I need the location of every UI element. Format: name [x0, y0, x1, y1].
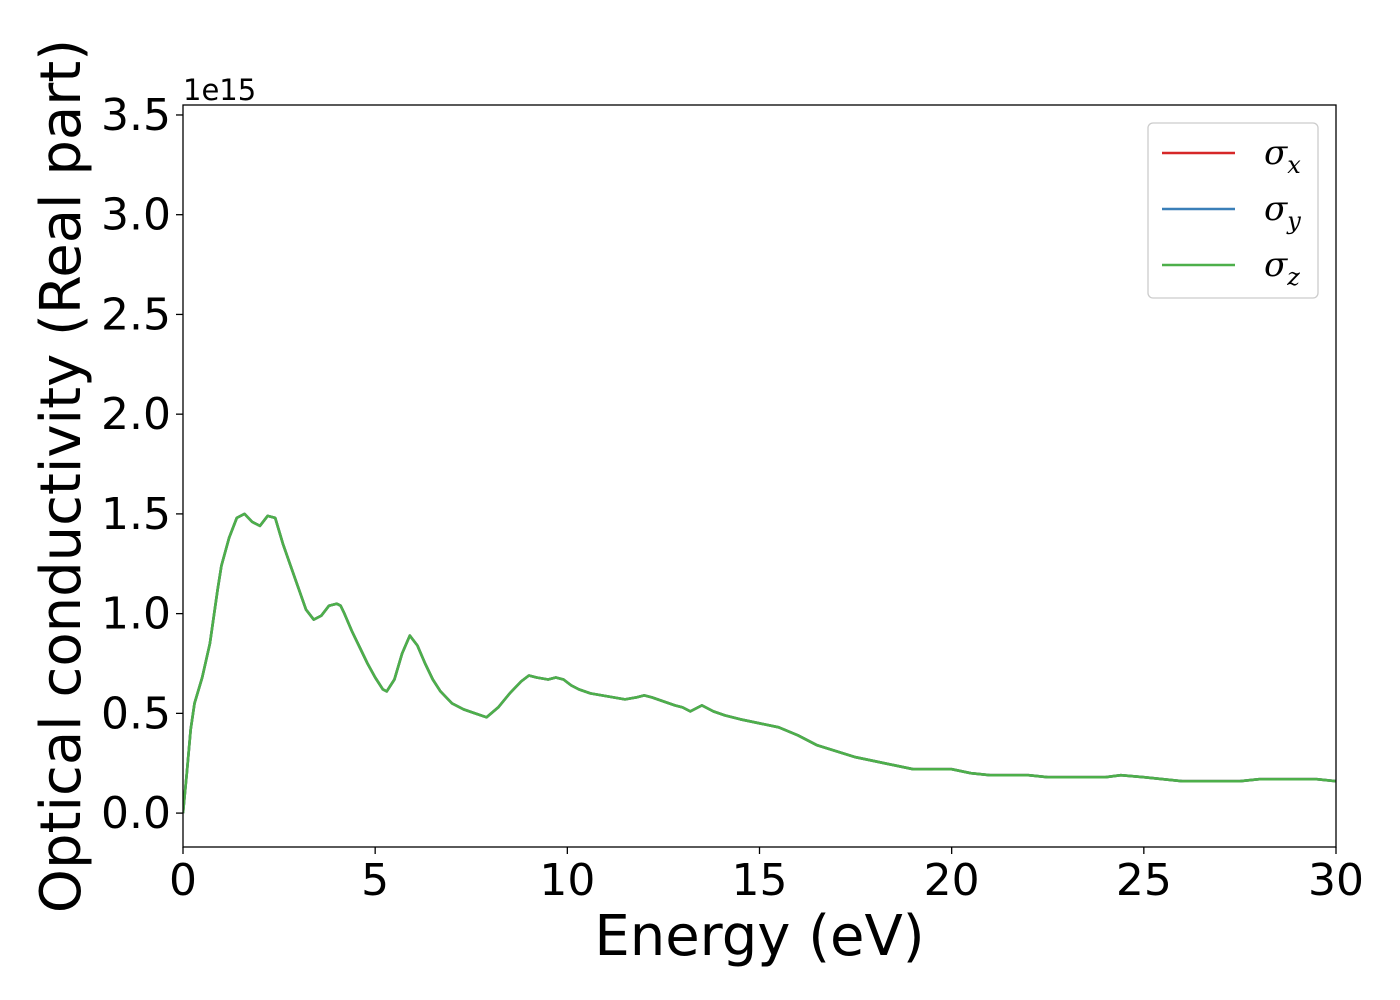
x-tick-label: 5: [361, 855, 389, 906]
y-tick-label: 0.5: [101, 688, 171, 739]
legend-box: [1147, 122, 1319, 299]
y-axis-offset-label: 1e15: [183, 73, 256, 107]
y-axis-title: Optical conductivity (Real part): [29, 39, 94, 913]
legend-label-x: σx: [1264, 133, 1301, 179]
y-tick-label: 2.0: [101, 389, 171, 440]
plot-lines: [183, 512, 1336, 814]
y-tick-label: 3.0: [101, 190, 171, 241]
x-axis-title: Energy (eV): [594, 904, 924, 969]
x-tick-label: 0: [169, 855, 197, 906]
legend-label-y: σy: [1264, 189, 1301, 235]
legend: σx σy σz: [1147, 122, 1319, 299]
y-tick-label: 0.0: [101, 788, 171, 839]
x-tick-label: 10: [539, 855, 595, 906]
y-tick-label: 3.5: [101, 90, 171, 141]
x-tick-label: 20: [924, 855, 980, 906]
y-tick-label: 2.5: [101, 289, 171, 340]
legend-label-z: σz: [1264, 245, 1300, 291]
x-tick-label: 25: [1116, 855, 1172, 906]
y-tick-label: 1.5: [101, 489, 171, 540]
series-line-z: [183, 512, 1336, 814]
y-axis-ticks: 0.0 0.5 1.0 1.5 2.0 2.5 3.0 3.5: [101, 90, 183, 839]
x-axis-ticks: 0 5 10 15 20 25 30: [169, 847, 1364, 906]
x-tick-label: 15: [732, 855, 788, 906]
y-tick-label: 1.0: [101, 589, 171, 640]
x-tick-label: 30: [1308, 855, 1364, 906]
